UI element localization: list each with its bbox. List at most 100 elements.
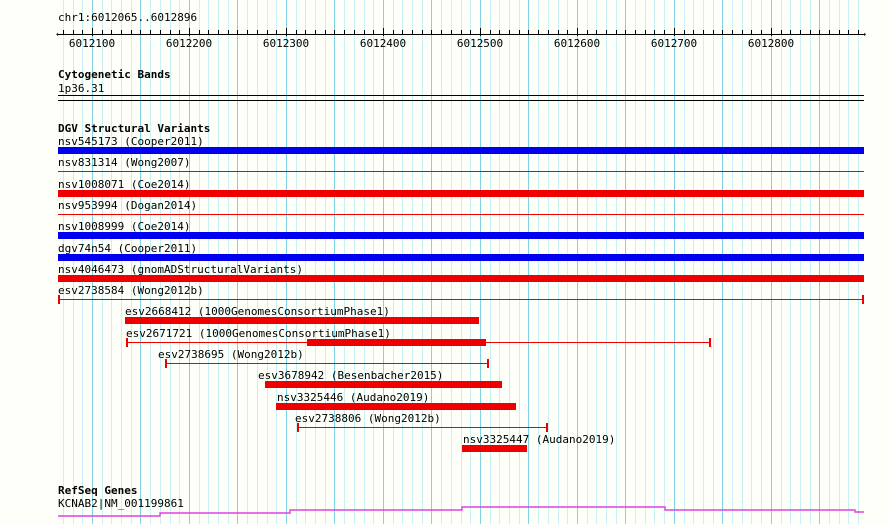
dgv-variant-line[interactable]: [58, 171, 864, 172]
ruler-tick: [616, 30, 617, 35]
ruler-tick: [344, 30, 345, 35]
dgv-variant-line[interactable]: [297, 427, 548, 428]
refseq-gene-label[interactable]: KCNAB2|NM_001199861: [58, 497, 184, 510]
cytoband-label[interactable]: 1p36.31: [58, 82, 105, 95]
ruler-tick: [373, 30, 374, 35]
dgv-track-label[interactable]: nsv1008071 (Coe2014): [58, 178, 191, 191]
ruler-tick: [296, 30, 297, 35]
ruler-tick: [645, 30, 646, 35]
ruler-tick: [334, 30, 335, 35]
dgv-track-label[interactable]: esv2738695 (Wong2012b): [158, 348, 304, 361]
dgv-variant-line[interactable]: [165, 363, 489, 364]
dgv-variant-bar[interactable]: [58, 190, 864, 197]
ruler-tick: [82, 30, 83, 35]
dgv-track-label[interactable]: esv2671721 (1000GenomesConsortiumPhase1): [126, 327, 391, 340]
ruler-tick-label: 6012200: [165, 37, 213, 50]
dgv-variant-bar[interactable]: [307, 339, 486, 346]
dgv-variant-endcap: [709, 338, 711, 347]
dgv-variant-bar[interactable]: [265, 381, 502, 388]
dgv-variant-endcap: [165, 359, 167, 368]
ruler-tick: [170, 30, 171, 35]
ruler-tick: [73, 30, 74, 35]
dgv-variant-bar[interactable]: [276, 403, 516, 410]
dgv-track-label[interactable]: nsv3325446 (Audano2019): [277, 391, 430, 404]
ruler-tick-label: 6012400: [359, 37, 407, 50]
ruler-tick: [480, 28, 481, 36]
ruler-tick: [383, 28, 384, 36]
ruler-tick-label: 6012600: [553, 37, 601, 50]
ruler-tick: [431, 30, 432, 35]
section-title-dgv-structural-variants: DGV Structural Variants: [58, 122, 211, 135]
ruler-tick: [664, 30, 665, 35]
ruler-tick: [92, 28, 93, 36]
ruler-tick: [461, 30, 462, 35]
dgv-variant-endcap: [546, 423, 548, 432]
dgv-variant-bar[interactable]: [58, 147, 864, 154]
dgv-variant-endcap: [58, 295, 60, 304]
dgv-variant-bar[interactable]: [58, 275, 864, 282]
ruler-tick: [412, 30, 413, 35]
ruler-tick: [509, 30, 510, 35]
ruler-tick: [354, 30, 355, 35]
ruler-tick: [199, 30, 200, 35]
locus-label: chr1:6012065..6012896: [58, 11, 198, 24]
ruler-tick: [606, 30, 607, 35]
dgv-variant-bar[interactable]: [58, 232, 864, 239]
dgv-track-label[interactable]: nsv3325447 (Audano2019): [463, 433, 616, 446]
ruler-tick: [470, 30, 471, 35]
dgv-variant-endcap: [862, 295, 864, 304]
dgv-track-label[interactable]: nsv953994 (Dogan2014): [58, 199, 198, 212]
ruler-tick: [596, 30, 597, 35]
cytoband-divider-bottom: [58, 100, 864, 101]
dgv-track-label[interactable]: esv2738806 (Wong2012b): [295, 412, 441, 425]
ruler-tick: [548, 30, 549, 35]
ruler-tick: [422, 30, 423, 35]
ruler-tick: [179, 30, 180, 35]
ruler-tick-label: 6012800: [747, 37, 795, 50]
dgv-track-label[interactable]: esv3678942 (Besenbacher2015): [258, 369, 444, 382]
ruler-tick: [393, 30, 394, 35]
ruler-tick: [751, 30, 752, 35]
dgv-variant-line[interactable]: [58, 214, 864, 215]
ruler-tick: [567, 30, 568, 35]
dgv-track-label[interactable]: esv2668412 (1000GenomesConsortiumPhase1): [125, 305, 390, 318]
ruler-tick: [810, 30, 811, 35]
ruler-tick: [150, 30, 151, 35]
ruler-tick: [315, 30, 316, 35]
ruler-left-arrow-icon: ←: [56, 29, 63, 40]
dgv-variant-bar[interactable]: [58, 254, 864, 261]
dgv-track-label[interactable]: nsv545173 (Cooper2011): [58, 135, 204, 148]
ruler-tick: [267, 30, 268, 35]
ruler-tick: [771, 28, 772, 36]
ruler-tick: [325, 30, 326, 35]
dgv-track-label[interactable]: dgv74n54 (Cooper2011): [58, 242, 198, 255]
dgv-track-label[interactable]: nsv4046473 (gnomADStructuralVariants): [58, 263, 304, 276]
ruler-tick: [441, 30, 442, 35]
ruler-tick: [742, 30, 743, 35]
ruler-tick: [286, 28, 287, 36]
ruler-tick: [790, 30, 791, 35]
dgv-variant-line[interactable]: [58, 299, 864, 300]
ruler-tick: [121, 30, 122, 35]
ruler-tick: [713, 30, 714, 35]
ruler-tick: [111, 30, 112, 35]
dgv-track-label[interactable]: nsv1008999 (Coe2014): [58, 220, 191, 233]
dgv-variant-bar[interactable]: [125, 317, 479, 324]
ruler-tick: [625, 30, 626, 35]
dgv-variant-endcap: [487, 359, 489, 368]
ruler-tick: [160, 30, 161, 35]
ruler-tick: [684, 30, 685, 35]
ruler-tick-label: 6012700: [650, 37, 698, 50]
dgv-track-label[interactable]: esv2738584 (Wong2012b): [58, 284, 204, 297]
ruler-tick: [722, 30, 723, 35]
ruler-tick: [848, 30, 849, 35]
dgv-variant-bar[interactable]: [462, 445, 527, 452]
ruler-tick: [305, 30, 306, 35]
cytoband-divider-top: [58, 95, 864, 96]
ruler-tick: [364, 30, 365, 35]
ruler-tick: [102, 30, 103, 35]
dgv-track-label[interactable]: nsv831314 (Wong2007): [58, 156, 191, 169]
ruler-tick: [635, 30, 636, 35]
